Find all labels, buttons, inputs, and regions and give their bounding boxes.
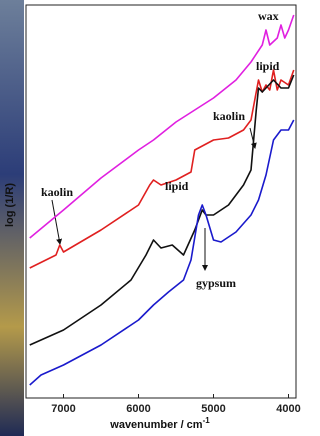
annotation: wax	[258, 9, 279, 23]
annotation: gypsum	[196, 276, 236, 290]
x-tick-label: 5000	[201, 403, 225, 415]
x-axis-label-sup: -1	[203, 416, 211, 425]
annotation: kaolin	[213, 109, 245, 123]
x-tick-label: 4000	[276, 403, 300, 415]
x-axis-label: wavenumber / cm-1	[109, 416, 210, 431]
x-tick-label: 7000	[51, 403, 75, 415]
x-tick-label: 6000	[126, 403, 150, 415]
annotation: lipid	[256, 59, 280, 73]
chart: log (1/R) wavenumber / cm-1 7000 6000 5000…	[0, 0, 302, 436]
x-axis-label-text: wavenumber / cm	[109, 419, 203, 431]
y-axis-label: log (1/R)	[4, 183, 16, 227]
annotation: kaolin	[41, 185, 73, 199]
annotation: lipid	[165, 179, 189, 193]
